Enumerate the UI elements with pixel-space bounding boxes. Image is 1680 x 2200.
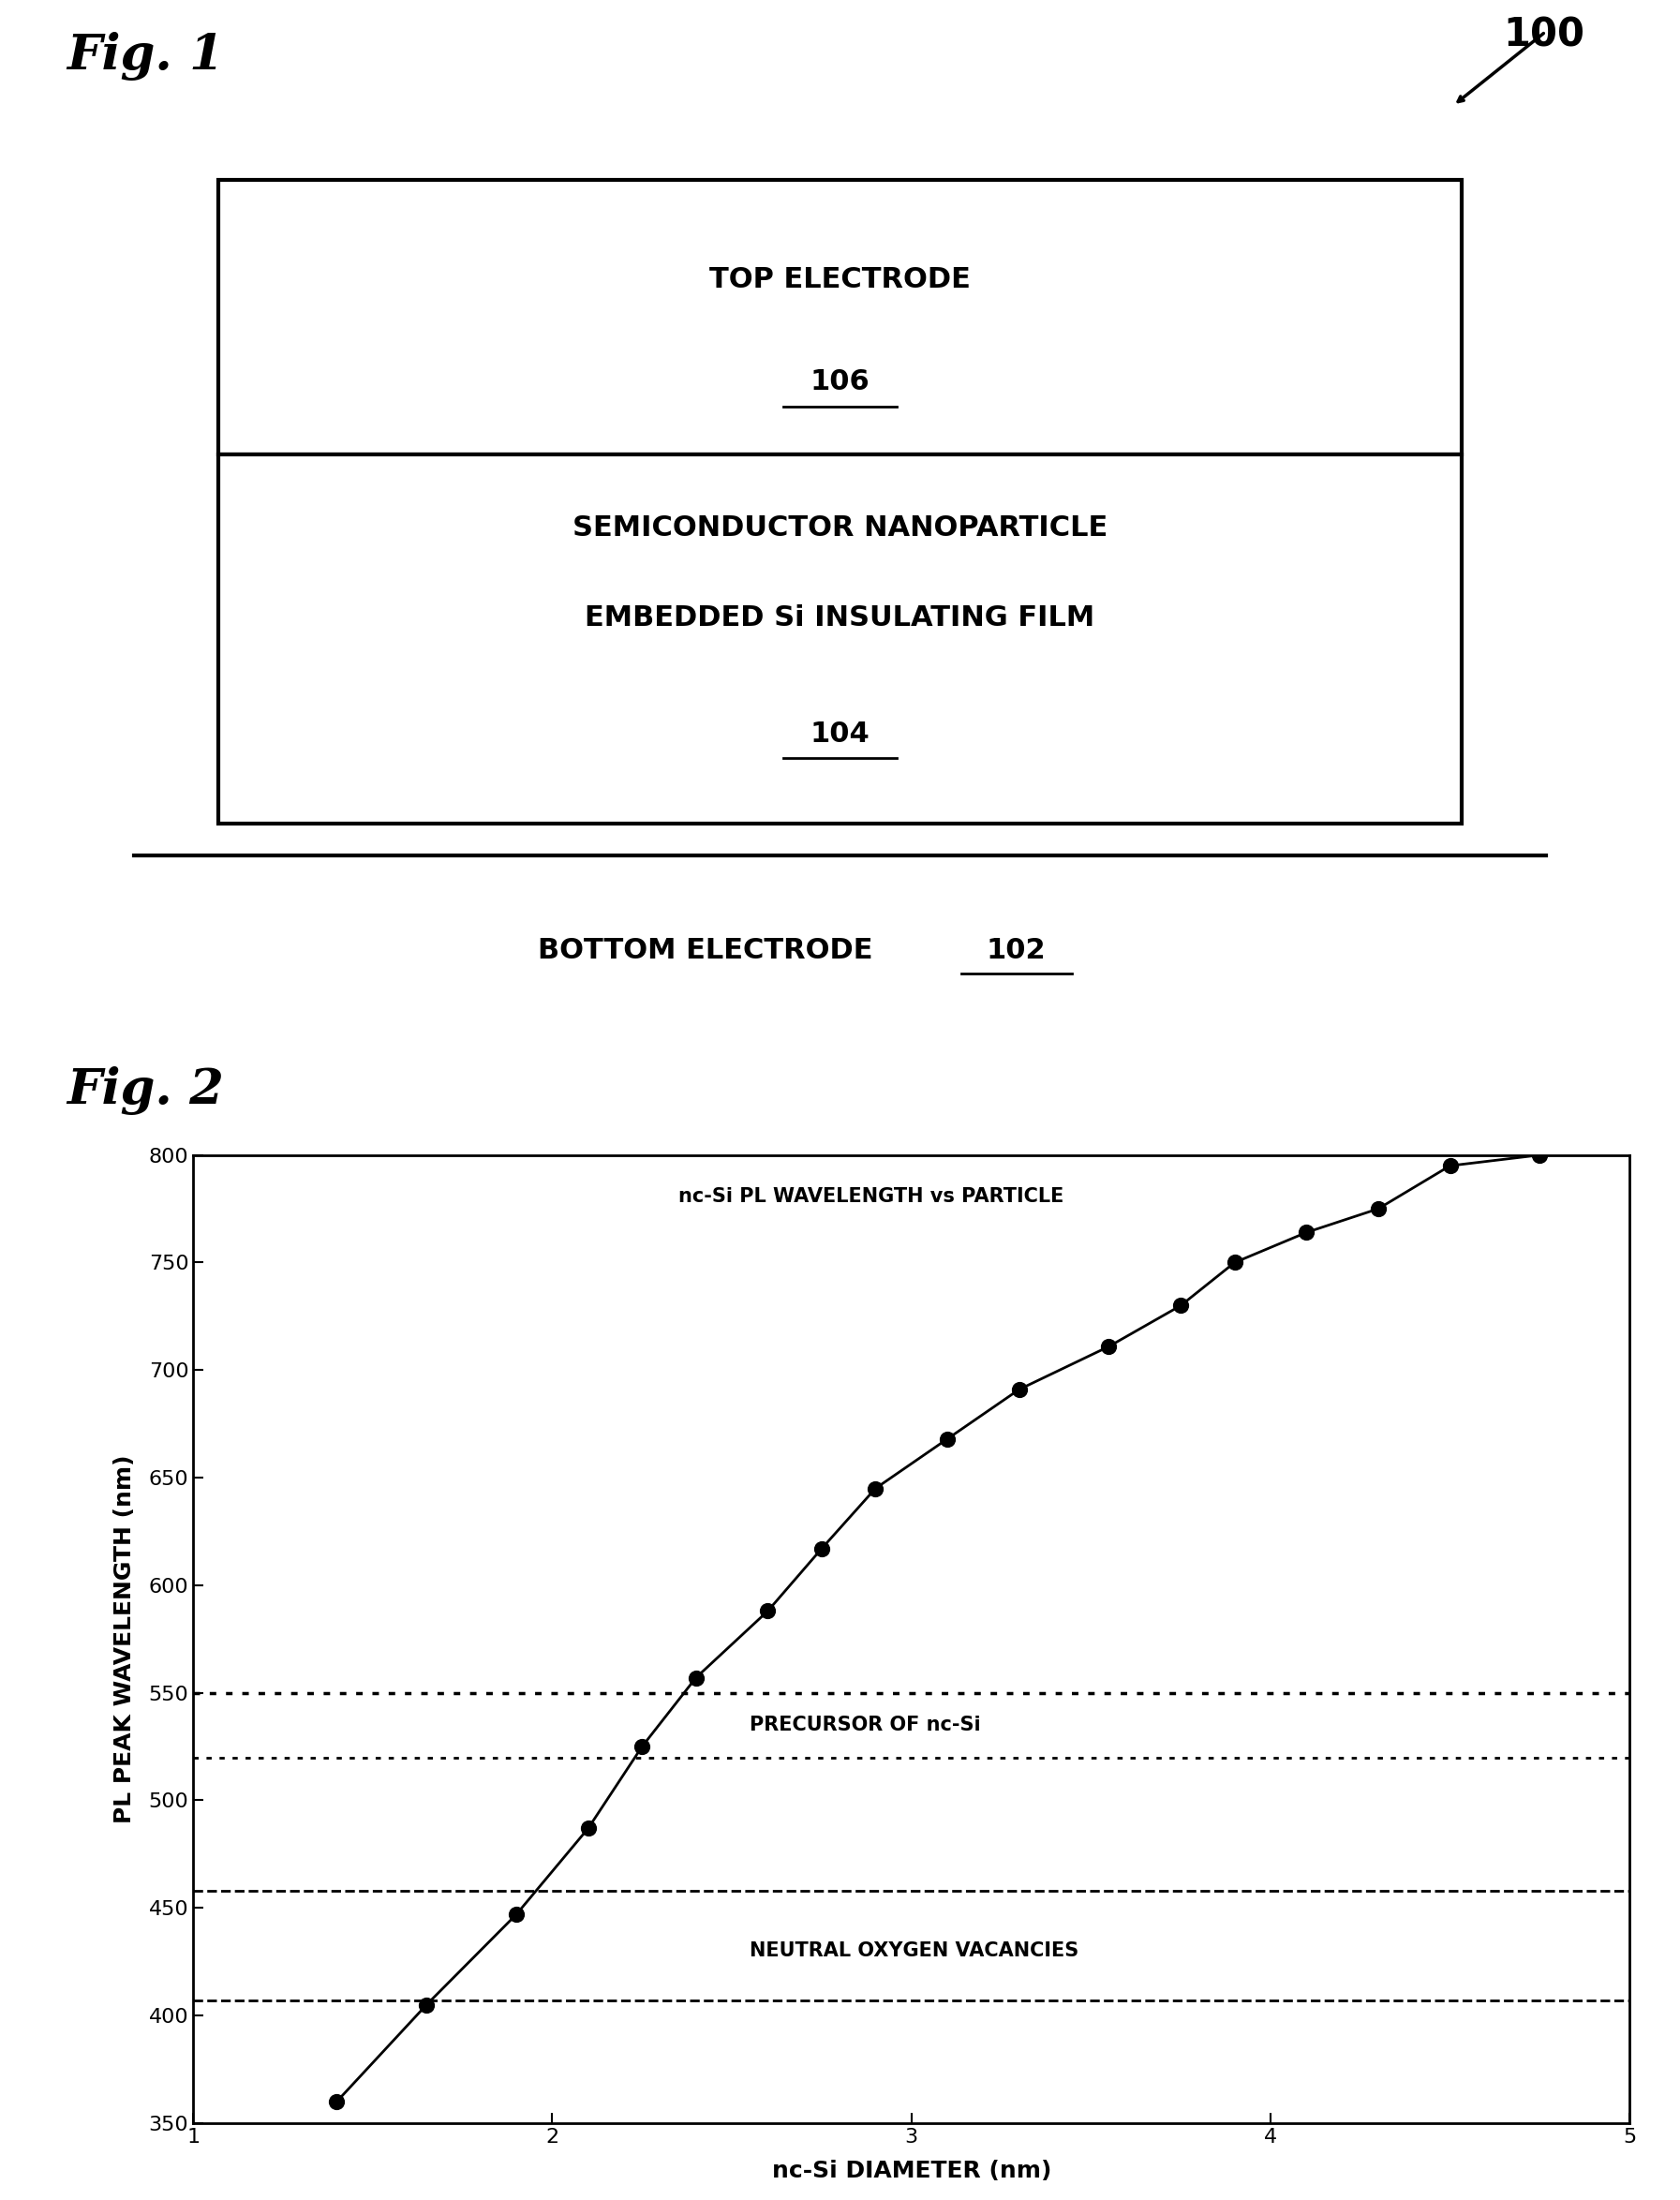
- Point: [1527, 1137, 1554, 1173]
- Y-axis label: PL PEAK WAVELENGTH (nm): PL PEAK WAVELENGTH (nm): [113, 1454, 136, 1824]
- Point: [628, 1729, 655, 1764]
- X-axis label: nc-Si DIAMETER (nm): nc-Si DIAMETER (nm): [771, 2160, 1052, 2182]
- Point: [682, 1661, 709, 1696]
- Point: [754, 1593, 781, 1628]
- Point: [862, 1472, 889, 1507]
- Text: 106: 106: [810, 370, 870, 396]
- Point: [502, 1896, 529, 1932]
- Text: nc-Si PL WAVELENGTH vs PARTICLE: nc-Si PL WAVELENGTH vs PARTICLE: [679, 1188, 1063, 1206]
- Point: [1006, 1373, 1033, 1408]
- Text: 102: 102: [986, 937, 1047, 964]
- Text: TOP ELECTRODE: TOP ELECTRODE: [709, 266, 971, 293]
- Text: Fig. 2: Fig. 2: [67, 1067, 225, 1115]
- Point: [1095, 1329, 1122, 1364]
- Point: [575, 1811, 601, 1846]
- Point: [1436, 1148, 1463, 1184]
- Point: [808, 1531, 835, 1566]
- Point: [934, 1421, 961, 1456]
- Point: [1168, 1287, 1194, 1322]
- Point: [1221, 1245, 1248, 1280]
- Text: 104: 104: [810, 719, 870, 748]
- Text: Fig. 1: Fig. 1: [67, 31, 225, 81]
- Point: [323, 2083, 349, 2119]
- Text: EMBEDDED Si INSULATING FILM: EMBEDDED Si INSULATING FILM: [585, 605, 1095, 631]
- Point: [1294, 1214, 1320, 1250]
- Text: PRECURSOR OF nc-Si: PRECURSOR OF nc-Si: [749, 1716, 981, 1734]
- Bar: [218, 180, 1462, 453]
- Point: [413, 1987, 440, 2022]
- Text: BOTTOM ELECTRODE: BOTTOM ELECTRODE: [538, 937, 874, 964]
- Bar: [218, 453, 1462, 823]
- Text: NEUTRAL OXYGEN VACANCIES: NEUTRAL OXYGEN VACANCIES: [749, 1943, 1079, 1960]
- Text: SEMICONDUCTOR NANOPARTICLE: SEMICONDUCTOR NANOPARTICLE: [573, 515, 1107, 541]
- Point: [1364, 1190, 1391, 1225]
- Text: 100: 100: [1504, 15, 1586, 55]
